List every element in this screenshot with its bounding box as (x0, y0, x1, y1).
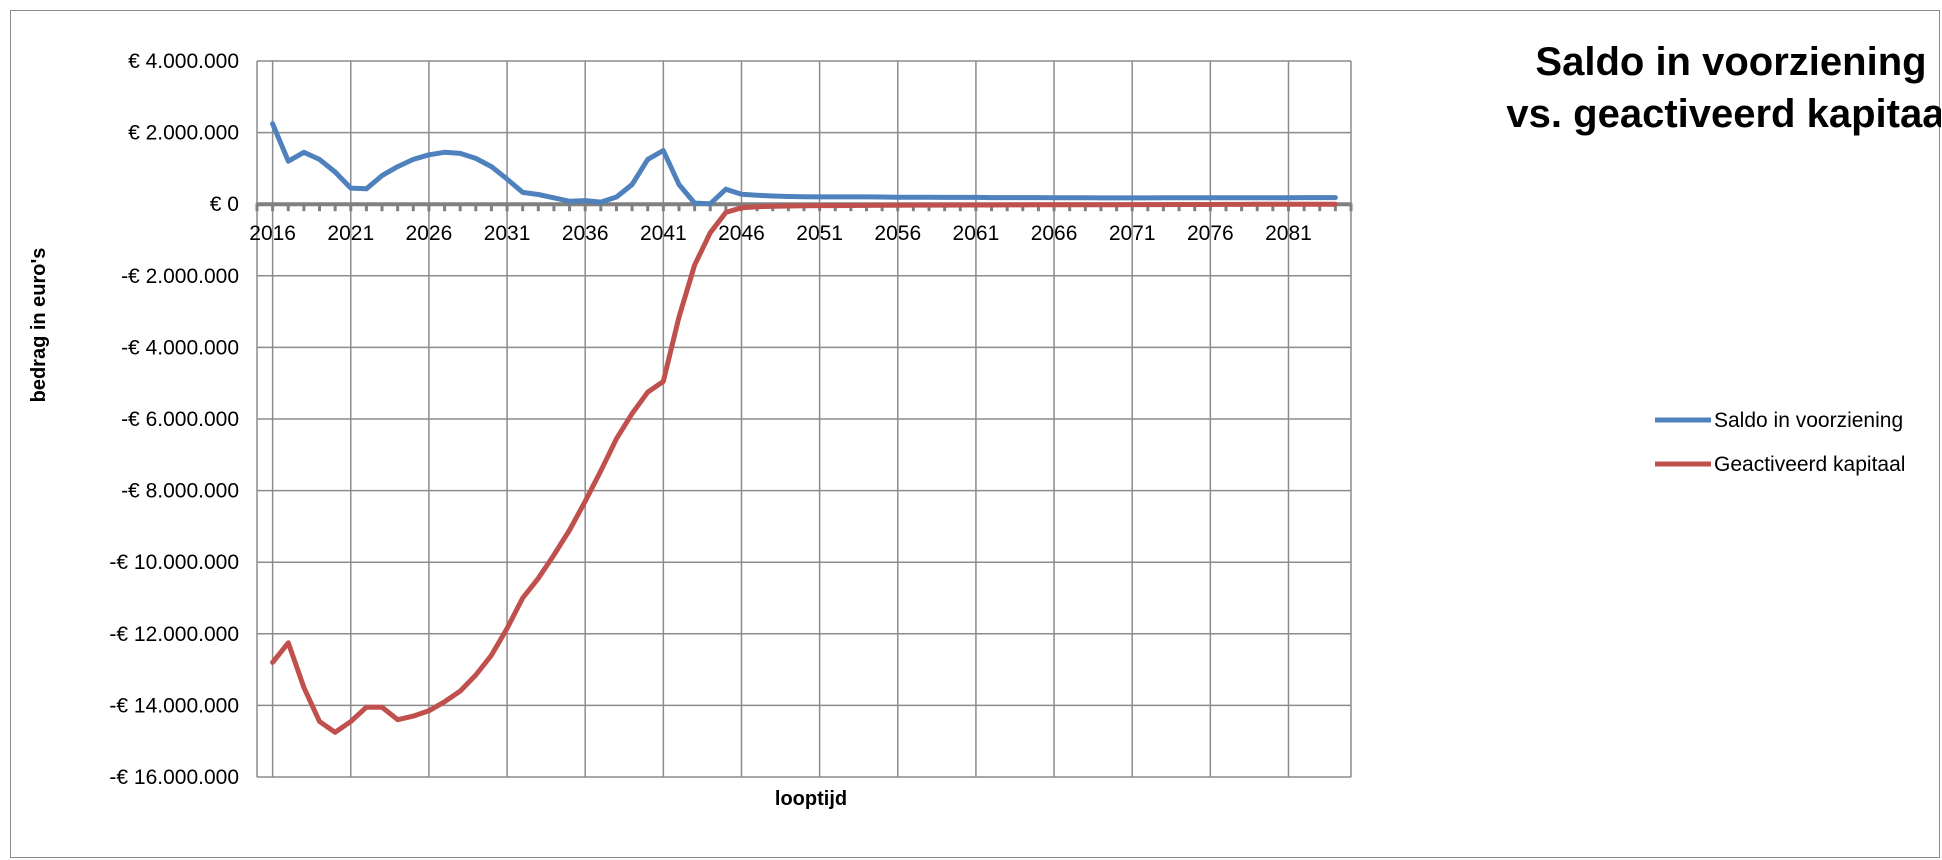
chart-title-line-2: vs. geactiveerd kapitaal (1506, 92, 1941, 136)
y-tick-label: -€ 10.000.000 (109, 551, 239, 574)
legend: Saldo in voorziening Geactiveerd kapitaal (1655, 409, 1905, 476)
y-axis-title: bedrag in euro's (28, 248, 50, 403)
chart-frame: Saldo in voorziening vs. geactiveerd kap… (10, 10, 1941, 858)
series-lines (270, 121, 1338, 735)
y-tick-label: -€ 8.000.000 (121, 480, 239, 503)
x-tick-label: 2016 (249, 222, 296, 245)
x-tick-label: 2041 (640, 222, 687, 245)
x-axis-title: looptijd (775, 788, 847, 810)
x-tick-label: 2036 (562, 222, 609, 245)
y-tick-label: € 2.000.000 (128, 122, 239, 145)
x-tick-label: 2061 (953, 222, 1000, 245)
x-tick-label: 2071 (1109, 222, 1156, 245)
x-tick-label: 2066 (1031, 222, 1078, 245)
x-tick-label: 2056 (874, 222, 921, 245)
y-tick-label: -€ 14.000.000 (109, 694, 239, 717)
x-tick-label: 2051 (796, 222, 843, 245)
x-tick-label: 2026 (406, 222, 453, 245)
x-tick-label: 2081 (1265, 222, 1312, 245)
y-axis-tick-labels: € 4.000.000 € 2.000.000 € 0 -€ 2.000.000 -€ … (109, 50, 239, 789)
grid-lines (255, 60, 1353, 778)
y-tick-label: -€ 6.000.000 (121, 408, 239, 431)
x-axis-tick-labels: 2016 2021 2026 2031 2036 2041 2046 2051 2056 2061… (249, 222, 1312, 245)
chart-title-line-1: Saldo in voorziening (1535, 40, 1926, 84)
line-chart: Saldo in voorziening vs. geactiveerd kap… (28, 40, 1941, 810)
y-tick-label: -€ 4.000.000 (121, 336, 239, 359)
x-tick-label: 2031 (484, 222, 531, 245)
y-tick-label: -€ 16.000.000 (109, 766, 239, 789)
legend-label-2: Geactiveerd kapitaal (1714, 453, 1905, 476)
x-tick-label: 2046 (718, 222, 765, 245)
legend-label-1: Saldo in voorziening (1714, 409, 1903, 432)
x-tick-label: 2021 (327, 222, 374, 245)
x-tick-label: 2076 (1187, 222, 1234, 245)
series-line-2 (270, 201, 1338, 735)
y-tick-label: € 4.000.000 (128, 50, 239, 73)
y-tick-label: € 0 (210, 193, 239, 216)
y-tick-label: -€ 2.000.000 (121, 265, 239, 288)
y-tick-label: -€ 12.000.000 (109, 623, 239, 646)
series-line-1 (270, 121, 1338, 207)
